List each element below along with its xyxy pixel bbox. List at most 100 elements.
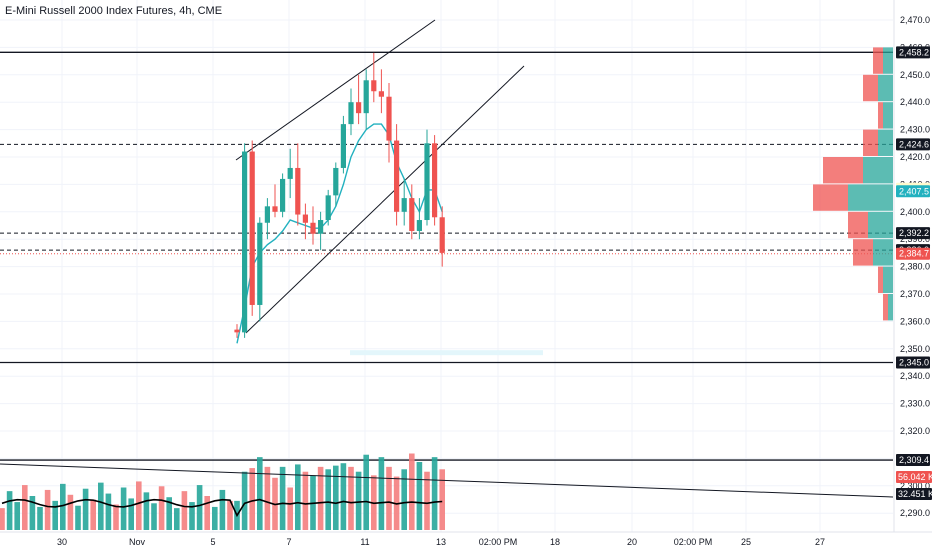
candle-body (386, 96, 392, 141)
level-price-badge (896, 227, 930, 240)
y-tick-label: 2,350.0 (900, 344, 930, 354)
volume-bar (196, 485, 203, 530)
level-price-badge-text: 2,458.2 (899, 47, 929, 57)
x-tick-label: 30 (57, 537, 67, 547)
volume-bar (14, 502, 20, 530)
volume-profile-sell (878, 266, 883, 293)
y-tick-label: 2,370.0 (900, 289, 930, 299)
volume-bar (75, 505, 81, 530)
volume-bar (151, 503, 157, 530)
x-tick-label: 20 (627, 537, 637, 547)
volume-bar (295, 464, 301, 530)
candle-body (363, 80, 369, 114)
candle-body (424, 143, 430, 221)
y-tick-label: 2,320.0 (900, 426, 930, 436)
volume-bar (416, 462, 423, 530)
volume-profile-sell (878, 102, 883, 129)
volume-bar (363, 454, 369, 530)
volume-bar (401, 469, 407, 530)
volume-profile-buy (873, 239, 893, 266)
volume-bar (166, 497, 172, 530)
volume-profile-sell (853, 239, 873, 266)
volume-bar (113, 504, 119, 530)
volume-profile-sell (863, 129, 878, 156)
volume-bar (52, 500, 58, 530)
volume-bar (120, 487, 127, 530)
volume-bar (189, 502, 195, 530)
candle-body (333, 167, 339, 196)
candle-body (348, 102, 354, 125)
candle-body (439, 217, 445, 253)
price-badge-text: 2,407.5 (899, 186, 929, 196)
volume-profile-buy (848, 184, 893, 211)
volume-bar (355, 471, 362, 530)
volume-bar (143, 492, 150, 530)
volume-axis-badge-text: 32.451 K (898, 489, 932, 499)
volume-profile-buy (868, 211, 893, 239)
volume-profile-buy (878, 129, 893, 156)
volume-bar (264, 466, 271, 530)
volume-bar (22, 485, 28, 530)
volume-bar (174, 508, 180, 530)
candle-body (234, 329, 240, 333)
y-tick-label: 2,400.0 (900, 207, 930, 217)
candle-body (257, 222, 263, 305)
volume-axis-badge (896, 488, 932, 500)
volume-profile-sell (873, 47, 883, 74)
volume-axis-badge-text: 56.042 K (898, 472, 932, 482)
x-tick-label: 11 (360, 537, 369, 547)
level-price-badge (896, 454, 930, 467)
candle-body (287, 167, 293, 179)
volume-bar (67, 494, 74, 530)
volume-profile-buy (888, 294, 893, 321)
volume-bar (431, 457, 438, 530)
volume-bar (340, 463, 347, 530)
y-tick-label: 2,340.0 (900, 371, 930, 381)
volume-bar (90, 499, 96, 530)
level-price-badge-text: 2,309.4 (899, 455, 929, 465)
volume-bar (409, 453, 415, 530)
volume-bar (241, 471, 248, 530)
volume-profile-sell (883, 294, 888, 321)
chart-title: E-Mini Russell 2000 Index Futures, 4h, C… (5, 5, 223, 17)
x-tick-label: 27 (815, 537, 825, 547)
x-tick-label: 13 (436, 537, 446, 547)
volume-bar (82, 488, 89, 530)
candle-body (340, 124, 346, 168)
volume-profile-sell (823, 157, 863, 184)
volume-profile-buy (863, 157, 893, 184)
price-badge (896, 247, 930, 260)
y-tick-label: 2,420.0 (900, 152, 930, 162)
volume-bar (386, 466, 392, 530)
level-price-badge (896, 46, 930, 59)
level-price-badge-text: 2,424.6 (899, 139, 929, 149)
candle-body (409, 198, 415, 231)
volume-profile-sell (863, 74, 878, 102)
volume-axis-badge (896, 471, 932, 483)
candle-body (356, 102, 362, 114)
price-badge-text: 2,384.7 (899, 249, 929, 259)
y-tick-label: 2,300.0 (900, 481, 930, 491)
volume-bar (105, 493, 112, 530)
volume-bar (6, 491, 13, 530)
candle-body (416, 220, 422, 231)
candle-body (249, 151, 255, 305)
candle-body (371, 80, 377, 92)
x-tick-label: 18 (550, 537, 560, 547)
volume-bar (37, 506, 43, 530)
y-tick-label: 2,380.0 (900, 262, 930, 272)
candle-body (272, 206, 278, 212)
y-tick-label: 2,390.0 (900, 234, 930, 244)
candle-body (394, 140, 400, 212)
x-tick-label: 25 (741, 537, 751, 547)
moving-average-line (236, 123, 443, 344)
candle-body (401, 198, 407, 212)
volume-bar (204, 496, 210, 530)
volume-bar (181, 491, 188, 530)
volume-profile-sell (813, 184, 848, 211)
y-tick-label: 2,330.0 (900, 399, 930, 409)
volume-bar (212, 506, 218, 530)
y-tick-label: 2,430.0 (900, 125, 930, 135)
volume-bar (219, 489, 226, 530)
